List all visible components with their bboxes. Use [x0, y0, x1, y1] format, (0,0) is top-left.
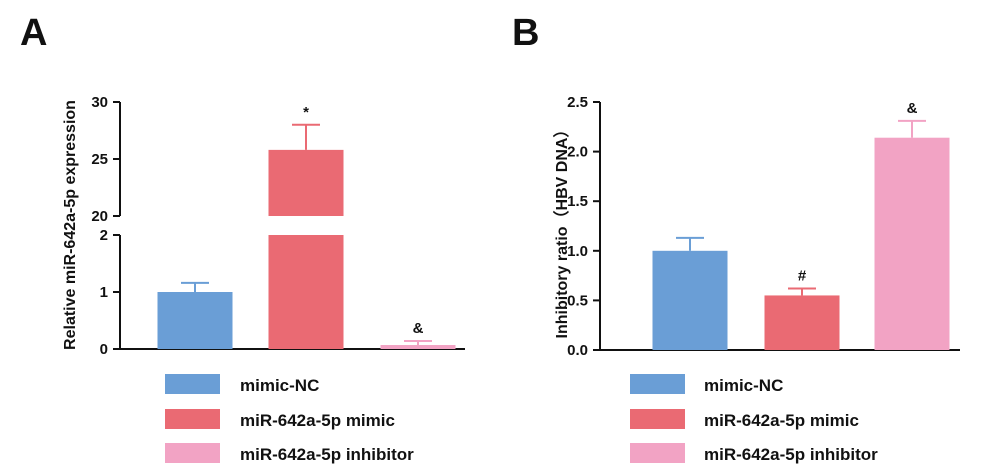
- y-axis-title: Inhibitory ratio（HBV DNA）: [553, 122, 571, 339]
- y-tick-label: 2.0: [567, 144, 588, 161]
- significance-label: &: [413, 320, 424, 337]
- legend-a-swatch-2: [165, 409, 220, 429]
- legend-b-label-1: mimic-NC: [704, 376, 783, 395]
- legend-a: mimic-NC miR-642a-5p mimic miR-642a-5p i…: [165, 374, 414, 464]
- chart-a: 0 1 2 20 25 30 Relative miR-642a-5p expression…: [62, 94, 465, 358]
- legend-b-swatch-2: [630, 409, 685, 429]
- y-tick-label: 0.0: [567, 342, 588, 359]
- y-tick-label-lower: 0: [100, 341, 108, 358]
- panel-b-letter: B: [512, 12, 539, 54]
- y-tick-label-upper: 25: [91, 151, 108, 168]
- y-tick-label-lower: 1: [100, 284, 108, 301]
- y-axis-title: Relative miR-642a-5p expression: [62, 100, 79, 350]
- bar: [652, 250, 728, 350]
- bar: [157, 292, 233, 349]
- legend-b-label-2: miR-642a-5p mimic: [704, 411, 859, 430]
- bar-upper-segment: [268, 149, 344, 216]
- y-tick-label-upper: 30: [91, 94, 108, 111]
- y-tick-label: 1.5: [567, 193, 588, 210]
- legend-b-swatch-1: [630, 374, 685, 394]
- significance-label: #: [798, 267, 807, 284]
- legend-a-swatch-1: [165, 374, 220, 394]
- bar: [380, 345, 456, 349]
- y-tick-label: 2.5: [567, 94, 588, 111]
- y-tick-label-upper: 20: [91, 208, 108, 225]
- legend-a-label-2: miR-642a-5p mimic: [240, 411, 395, 430]
- legend-b-label-3: miR-642a-5p inhibitor: [704, 445, 878, 464]
- bar: [764, 295, 840, 350]
- bar: [874, 137, 950, 350]
- bar-lower-segment: [268, 235, 344, 349]
- legend-a-label-1: mimic-NC: [240, 376, 319, 395]
- significance-label: *: [303, 104, 309, 121]
- significance-label: &: [907, 100, 918, 117]
- y-tick-label: 0.5: [567, 292, 588, 309]
- y-tick-label: 1.0: [567, 243, 588, 260]
- legend-b: mimic-NC miR-642a-5p mimic miR-642a-5p i…: [630, 374, 878, 464]
- legend-a-label-3: miR-642a-5p inhibitor: [240, 445, 414, 464]
- panel-a-letter: A: [20, 12, 47, 54]
- legend-b-swatch-3: [630, 443, 685, 463]
- legend-a-swatch-3: [165, 443, 220, 463]
- y-tick-label-lower: 2: [100, 227, 108, 244]
- chart-b: 0.0 0.5 1.0 1.5 2.0 2.5 Inhibitory ratio（HBV D…: [553, 94, 960, 359]
